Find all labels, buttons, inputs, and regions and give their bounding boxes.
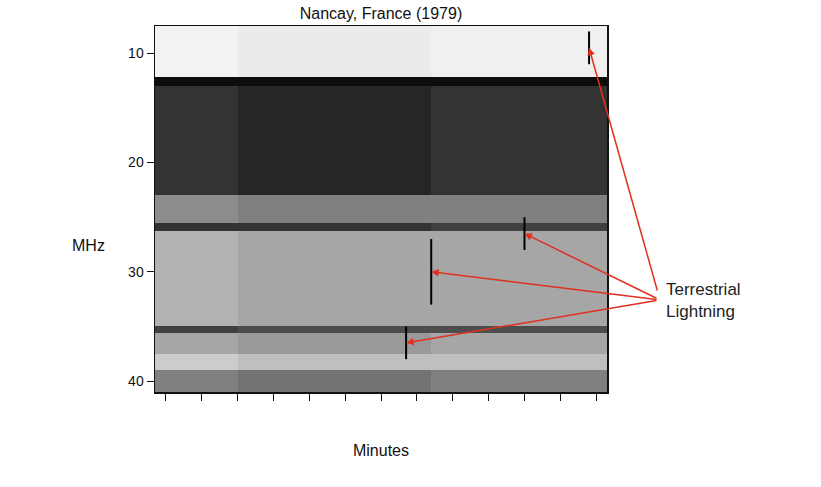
svg-text:40: 40 bbox=[128, 373, 144, 389]
svg-text:MHz: MHz bbox=[72, 237, 105, 254]
svg-text:20: 20 bbox=[128, 154, 144, 170]
svg-text:10: 10 bbox=[128, 45, 144, 61]
svg-text:30: 30 bbox=[128, 264, 144, 280]
svg-text:Nancay, France (1979): Nancay, France (1979) bbox=[300, 5, 462, 22]
svg-text:Minutes: Minutes bbox=[353, 442, 409, 459]
svg-text:TerrestrialLightning: TerrestrialLightning bbox=[666, 280, 741, 321]
